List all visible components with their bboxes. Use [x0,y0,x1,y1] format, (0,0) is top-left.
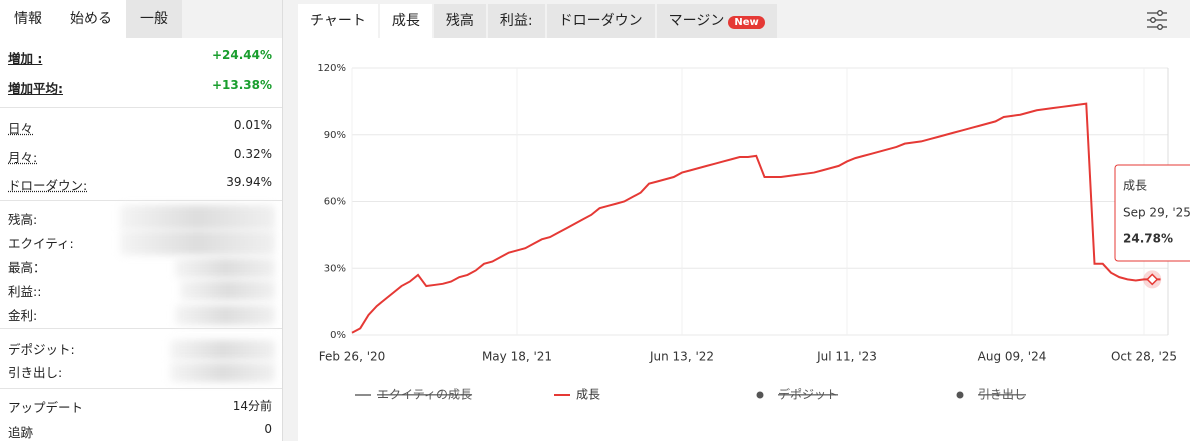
chart-tabs: チャート 成長 残高 利益: ドローダウン マージン New [298,0,1190,38]
tab[interactable]: 情報 [0,0,56,38]
blurred-value [170,362,275,382]
blurred-value [170,340,275,360]
tab[interactable]: 始める [56,0,126,38]
separator [0,107,282,108]
stat-row: 残高: [8,209,272,228]
tab[interactable]: 成長 [379,4,432,38]
legend-label: エクイティの成長 [377,388,472,402]
stats-panel: 情報 始める 一般 増加 : +24.44% 増加平均: +13.38% 日々 0.01%… [0,0,283,441]
stat-row: アップデート 14分前 [8,397,272,416]
legend-label: デポジット [778,387,838,402]
line-series [351,102,1161,334]
stat-row: 追跡 0 [8,422,272,441]
stat-row: 月々: 0.32% [8,147,272,166]
stat-row: 引き出し: [8,362,272,381]
stat-label: 引き出し: [8,365,63,380]
stat-value: 0 [264,422,272,436]
stat-label: 増加平均: [8,81,63,96]
stat-label: エクイティ: [8,236,74,251]
separator [0,200,282,201]
x-tick-label: May 18, '21 [482,350,552,364]
tooltip-value: 24.78% [1123,232,1173,246]
x-tick-label: Oct 28, '25 [1111,350,1177,364]
stat-label: 残高: [8,212,38,227]
stat-value: 14分前 [232,399,272,413]
stat-label: 追跡 [8,425,34,440]
tab[interactable]: マージン New [656,4,777,38]
blurred-value [180,280,275,300]
stat-value: 0.32% [233,147,272,161]
tab[interactable]: 残高 [433,4,486,38]
blurred-value [175,305,275,325]
settings-icon[interactable] [1145,8,1169,32]
x-tick-label: Aug 09, '24 [978,350,1047,364]
stat-label: 最高： [8,260,46,275]
tab[interactable]: ドローダウン [546,4,655,38]
y-tick-label: 90% [324,130,346,141]
stat-label: 日々 [8,121,34,136]
stat-row: 増加 : +24.44% [8,48,272,67]
tab[interactable]: 利益: [487,4,545,38]
chart-panel: チャート 成長 残高 利益: ドローダウン マージン New 0% 30% 60% 90% 120%… [298,0,1190,441]
y-tick-label: 120% [317,63,346,74]
tab[interactable]: 一般 [126,0,182,38]
x-tick-label: Jul 11, '23 [816,350,877,364]
stat-row: 増加平均: +13.38% [8,78,272,97]
stat-label: 月々: [8,150,38,165]
legend-label: 成長 [576,388,600,402]
stat-row: 利益:: [8,281,272,300]
new-badge: New [728,16,765,29]
stat-label: アップデート [8,400,84,415]
stat-value: +13.38% [211,78,272,92]
stat-label: 増加 : [8,51,43,66]
tab[interactable]: チャート [298,4,378,38]
y-tick-label: 60% [324,197,346,208]
tooltip-title: 成長 [1123,179,1147,193]
stat-row: 金利: [8,305,272,324]
x-tick-label: Feb 26, '20 [319,350,386,364]
stat-value: +24.44% [211,48,272,62]
stat-label: 金利: [8,308,38,323]
x-tick-label: Jun 13, '22 [649,350,714,364]
stat-row: 日々 0.01% [8,118,272,137]
stat-value: 39.94% [226,175,272,189]
stat-row: デポジット: [8,339,272,358]
separator [0,328,282,329]
stat-value: 0.01% [233,118,272,132]
tooltip-box [1114,164,1190,262]
separator [0,388,282,389]
legend-label: 引き出し [978,388,1026,402]
chart: 0% 30% 60% 90% 120% Feb 26, '20 May 18, '21 Jun… [317,63,1190,402]
tooltip-date: Sep 29, '25 [1123,206,1190,220]
legend-swatch [756,391,764,399]
left-tabs: 情報 始める 一般 [0,0,282,38]
y-tick-label: 0% [330,330,346,341]
y-tick-label: 30% [324,263,346,274]
blurred-value [175,258,275,278]
blurred-value [120,230,275,255]
stat-label: ドローダウン: [8,178,88,193]
blurred-value [120,205,275,230]
stat-row: エクイティ: [8,233,272,252]
stat-label: デポジット: [8,342,75,357]
stat-row: ドローダウン: 39.94% [8,175,272,194]
stat-label: 利益:: [8,284,42,299]
legend-swatch [956,391,964,399]
stat-row: 最高： [8,257,272,276]
marker [1146,273,1159,286]
